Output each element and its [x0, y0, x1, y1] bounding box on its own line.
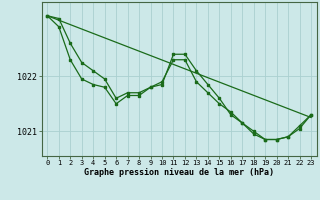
X-axis label: Graphe pression niveau de la mer (hPa): Graphe pression niveau de la mer (hPa): [84, 168, 274, 177]
